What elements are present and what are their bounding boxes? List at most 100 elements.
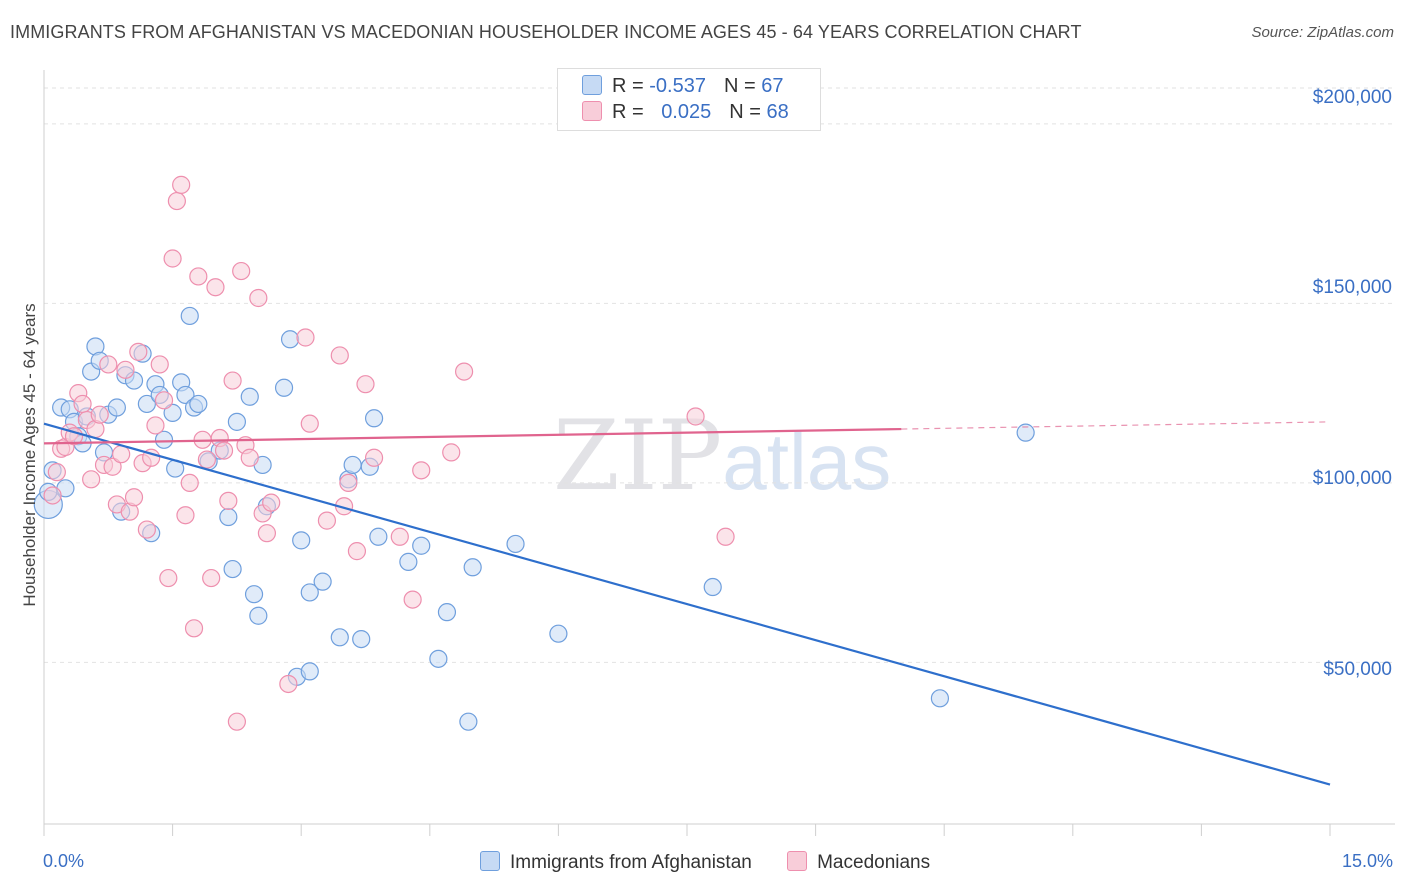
point-macedonians-61 <box>390 527 409 546</box>
point-afghanistan-38 <box>244 585 264 604</box>
point-macedonians-13 <box>99 355 118 374</box>
point-macedonians-51 <box>279 674 298 694</box>
point-afghanistan-58 <box>429 649 448 668</box>
point-afghanistan-62 <box>506 534 525 554</box>
point-macedonians-64 <box>442 443 461 462</box>
r-label: R = <box>612 75 650 97</box>
y-tick-label-200k: $200,000 <box>1312 87 1392 108</box>
point-afghanistan-66 <box>1016 423 1035 442</box>
point-afghanistan-31 <box>189 394 208 414</box>
point-afghanistan-34 <box>219 507 238 527</box>
legend-swatch-macedonians <box>787 851 808 871</box>
point-macedonians-33 <box>184 619 204 638</box>
point-macedonians-24 <box>146 416 165 435</box>
n-value: 67 <box>761 75 784 97</box>
point-macedonians-32 <box>180 473 199 493</box>
legend-label-macedonians: Macedonians <box>817 852 931 873</box>
x-tick-label-max: 15.0% <box>1341 851 1393 871</box>
point-afghanistan-61 <box>463 558 482 577</box>
point-macedonians-1 <box>47 463 66 482</box>
legend-item-afghanistan[interactable]: Immigrants from Afghanistan <box>480 851 752 874</box>
point-macedonians-60 <box>364 448 384 467</box>
point-afghanistan-56 <box>399 552 418 571</box>
point-macedonians-17 <box>116 360 135 379</box>
point-macedonians-53 <box>300 414 319 433</box>
point-macedonians-41 <box>219 491 238 510</box>
point-macedonians-43 <box>227 712 246 731</box>
point-macedonians-58 <box>347 542 367 561</box>
point-afghanistan-37 <box>240 387 259 406</box>
trend-line-macedonians <box>43 427 902 445</box>
legend-label-afghanistan: Immigrants from Afghanistan <box>510 852 752 873</box>
chart-title: IMMIGRANTS FROM AFGHANISTAN VS MACEDONIA… <box>10 22 1082 42</box>
point-afghanistan-63 <box>549 624 568 643</box>
n-label: N = <box>729 101 767 123</box>
point-macedonians-7 <box>73 394 92 414</box>
point-macedonians-47 <box>249 288 268 308</box>
point-macedonians-49 <box>257 524 277 543</box>
trend-lines <box>43 421 1331 786</box>
y-tick-label-150k: $150,000 <box>1312 277 1392 298</box>
point-macedonians-25 <box>150 355 169 374</box>
point-afghanistan-15 <box>107 398 126 417</box>
point-macedonians-0 <box>43 486 62 505</box>
point-afghanistan-55 <box>364 409 384 428</box>
series-legend: Immigrants from Afghanistan Macedonians <box>480 851 960 874</box>
point-afghanistan-57 <box>412 536 431 555</box>
point-afghanistan-65 <box>930 689 950 708</box>
trend-line-extension-macedonians <box>901 421 1331 430</box>
point-afghanistan-35 <box>223 559 242 579</box>
legend-row-macedonians: R = 0.025 N = 68 <box>582 101 789 127</box>
point-macedonians-19 <box>124 488 144 507</box>
point-macedonians-63 <box>412 461 431 480</box>
point-macedonians-42 <box>223 371 242 390</box>
n-label: N = <box>723 75 762 97</box>
point-afghanistan-49 <box>330 628 349 647</box>
point-afghanistan-24 <box>154 430 174 449</box>
point-macedonians-44 <box>232 261 251 281</box>
y-tick-label-50k: $50,000 <box>1323 659 1392 680</box>
point-macedonians-9 <box>82 470 101 489</box>
point-macedonians-27 <box>159 568 178 588</box>
point-macedonians-28 <box>163 249 182 268</box>
point-afghanistan-52 <box>352 629 371 649</box>
point-macedonians-37 <box>202 568 221 588</box>
point-macedonians-14 <box>103 457 122 476</box>
legend-swatch-macedonians <box>582 101 602 121</box>
r-value: 0.025 <box>661 101 712 123</box>
point-macedonians-59 <box>356 375 375 394</box>
legend-item-macedonians[interactable]: Macedonians <box>787 851 930 874</box>
point-afghanistan-25 <box>163 403 182 422</box>
point-macedonians-31 <box>176 506 195 525</box>
point-macedonians-54 <box>317 511 337 530</box>
point-macedonians-55 <box>330 346 349 365</box>
y-axis-label: Householder Income Ages 45 - 64 years <box>20 303 39 607</box>
data-points <box>33 175 1035 731</box>
point-macedonians-20 <box>129 342 148 361</box>
point-afghanistan-60 <box>459 712 478 731</box>
point-afghanistan-45 <box>292 531 311 550</box>
point-macedonians-30 <box>172 175 191 194</box>
y-tick-label-100k: $100,000 <box>1312 468 1392 489</box>
point-afghanistan-29 <box>180 306 199 326</box>
correlation-legend: R = -0.537 N = 67 R = 0.025 N = 68 <box>557 68 821 131</box>
point-macedonians-40 <box>214 441 234 460</box>
point-afghanistan-36 <box>227 412 246 431</box>
point-macedonians-11 <box>90 405 109 424</box>
point-afghanistan-42 <box>274 378 294 397</box>
point-macedonians-36 <box>197 450 216 469</box>
point-afghanistan-51 <box>343 455 362 475</box>
point-macedonians-16 <box>112 445 131 464</box>
point-macedonians-26 <box>154 391 174 410</box>
point-macedonians-50 <box>262 493 281 512</box>
point-afghanistan-46 <box>300 583 319 602</box>
point-macedonians-38 <box>206 278 225 297</box>
source-credit: Source: ZipAtlas.com <box>1251 24 1394 41</box>
point-macedonians-57 <box>339 473 358 493</box>
point-afghanistan-47 <box>300 662 319 681</box>
grid-lines <box>44 87 1395 663</box>
point-afghanistan-59 <box>437 603 457 622</box>
point-macedonians-34 <box>189 267 208 286</box>
point-afghanistan-39 <box>249 606 268 625</box>
